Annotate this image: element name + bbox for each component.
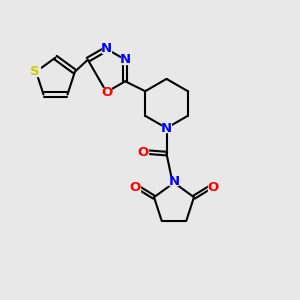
Bar (139, 148, 148, 156)
Text: O: O (101, 85, 112, 99)
Bar (102, 88, 111, 96)
Bar (130, 183, 140, 192)
Text: N: N (120, 53, 131, 66)
Text: N: N (168, 175, 180, 188)
Bar (208, 183, 218, 192)
Bar (169, 177, 178, 185)
Text: O: O (129, 181, 140, 194)
Text: O: O (138, 146, 149, 159)
Text: O: O (208, 181, 219, 194)
Bar (102, 45, 111, 53)
Bar (121, 56, 130, 64)
Text: N: N (101, 42, 112, 56)
Bar (29, 67, 40, 76)
Text: S: S (30, 65, 39, 78)
Text: N: N (161, 122, 172, 135)
Bar (162, 124, 171, 132)
